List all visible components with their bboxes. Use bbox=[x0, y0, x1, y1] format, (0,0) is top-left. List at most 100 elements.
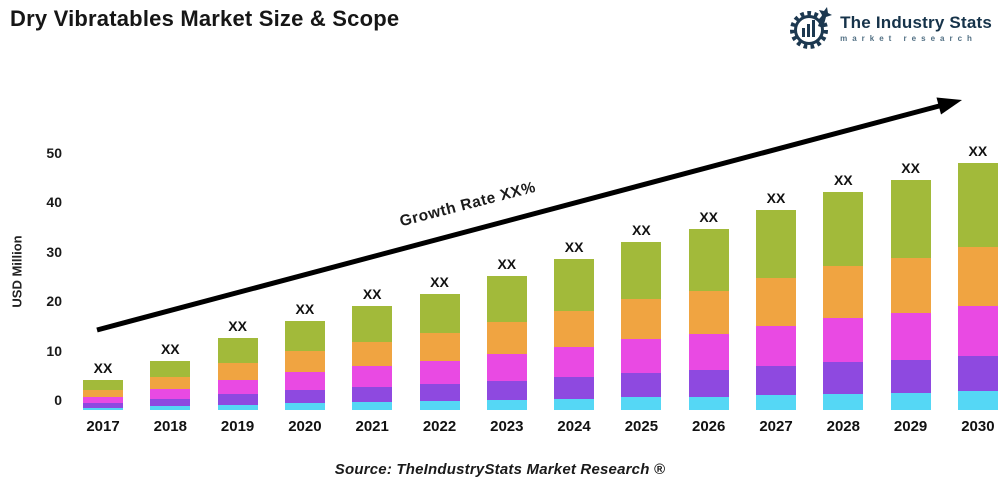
bar-segment-segment-2 bbox=[217, 394, 258, 405]
bar-segment-segment-5-top bbox=[150, 360, 191, 377]
bar-segment-segment-2 bbox=[352, 387, 393, 403]
bar-segment-segment-1-bottom bbox=[621, 397, 662, 410]
x-axis-tick-label: 2028 bbox=[826, 418, 860, 435]
bar-segment-segment-4 bbox=[284, 351, 325, 373]
bar-segment-segment-5-top bbox=[890, 179, 931, 259]
stacked-bar-2024 bbox=[554, 259, 595, 410]
stacked-bar-2021 bbox=[352, 306, 393, 410]
bar-segment-segment-1-bottom bbox=[217, 404, 258, 410]
bar-segment-segment-2 bbox=[419, 384, 460, 402]
bar-segment-segment-3 bbox=[688, 334, 729, 371]
bar-segment-segment-2 bbox=[957, 355, 998, 392]
bar-value-label: XX bbox=[968, 142, 988, 159]
x-axis-tick-label: 2019 bbox=[220, 418, 255, 435]
bar-segment-segment-5-top bbox=[486, 276, 527, 322]
x-axis-tick-label: 2021 bbox=[355, 418, 389, 435]
logo-name: The Industry Stats bbox=[840, 13, 992, 33]
bar-segment-segment-4 bbox=[756, 277, 796, 326]
bar-segment-segment-5-top bbox=[352, 306, 393, 342]
gear-wrench-logo-icon bbox=[788, 6, 834, 52]
y-axis-tick-label: 50 bbox=[46, 144, 62, 161]
bar-segment-segment-3 bbox=[419, 361, 460, 385]
bar-segment-segment-5-top bbox=[688, 229, 729, 291]
bar-segment-segment-4 bbox=[150, 376, 191, 389]
stacked-bar-2025 bbox=[621, 241, 662, 410]
bar-segment-segment-4 bbox=[890, 258, 931, 314]
x-axis-tick-label: 2025 bbox=[624, 418, 659, 435]
bar-segment-segment-5-top bbox=[83, 380, 123, 391]
bar-segment-segment-4 bbox=[688, 290, 729, 335]
bar-segment-segment-3 bbox=[217, 379, 258, 395]
bar-segment-segment-5-top bbox=[756, 209, 796, 278]
bar-segment-segment-1-bottom bbox=[756, 395, 796, 410]
x-axis-tick-label: 2026 bbox=[692, 418, 726, 435]
x-axis-tick-label: 2018 bbox=[153, 418, 187, 435]
stacked-bar-2029 bbox=[890, 179, 931, 410]
x-axis-tick-label: 2017 bbox=[86, 418, 120, 435]
bar-segment-segment-1-bottom bbox=[554, 398, 595, 410]
bar-value-label: XX bbox=[901, 159, 920, 176]
bar-segment-segment-1-bottom bbox=[83, 407, 123, 410]
stacked-bar-2022 bbox=[419, 293, 460, 410]
bar-segment-segment-4 bbox=[554, 310, 595, 347]
bar-segment-segment-1-bottom bbox=[150, 406, 191, 410]
bar-segment-segment-4 bbox=[419, 333, 460, 361]
bar-segment-segment-4 bbox=[486, 321, 527, 355]
bar-segment-segment-1-bottom bbox=[352, 402, 393, 410]
bar-segment-segment-2 bbox=[688, 370, 729, 397]
bar-segment-segment-1-bottom bbox=[486, 400, 527, 410]
logo-text: The Industry Stats market research bbox=[840, 14, 992, 43]
source-attribution: Source: TheIndustryStats Market Research… bbox=[334, 461, 666, 478]
bar-segment-segment-1-bottom bbox=[890, 392, 931, 410]
bar-value-label: XX bbox=[228, 318, 247, 335]
x-axis-tick-label: 2029 bbox=[893, 418, 928, 435]
bar-segment-segment-5-top bbox=[957, 162, 998, 247]
bar-value-label: XX bbox=[362, 286, 382, 303]
bar-segment-segment-3 bbox=[957, 306, 998, 356]
bar-value-label: XX bbox=[160, 340, 180, 357]
bar-segment-segment-2 bbox=[890, 359, 931, 393]
bar-value-label: XX bbox=[632, 221, 651, 238]
bar-segment-segment-2 bbox=[486, 380, 527, 401]
y-axis-tick-label: 0 bbox=[54, 392, 62, 408]
stacked-bar-2019 bbox=[217, 338, 258, 410]
stacked-bar-2020 bbox=[284, 320, 325, 410]
y-axis-tick-label: 20 bbox=[46, 293, 62, 309]
bar-segment-segment-4 bbox=[352, 341, 393, 367]
bar-value-label: XX bbox=[766, 189, 786, 206]
bar-segment-segment-5-top bbox=[217, 338, 258, 363]
industry-stats-logo: The Industry Stats market research bbox=[788, 6, 992, 52]
bar-segment-segment-2 bbox=[621, 372, 662, 398]
bar-segment-segment-3 bbox=[621, 339, 662, 373]
stacked-bar-2030 bbox=[957, 162, 998, 410]
bar-segment-segment-4 bbox=[823, 265, 864, 319]
y-axis-tick-label: 10 bbox=[46, 342, 62, 359]
logo-subtitle: market research bbox=[840, 34, 977, 44]
x-axis-tick-label: 2022 bbox=[422, 418, 457, 435]
bar-segment-segment-5-top bbox=[621, 241, 662, 299]
bar-segment-segment-1-bottom bbox=[957, 391, 998, 410]
bar-value-label: XX bbox=[833, 172, 853, 189]
x-axis-tick-label: 2027 bbox=[759, 418, 793, 435]
stacked-bar-2023 bbox=[486, 276, 527, 410]
bar-segment-segment-5-top bbox=[284, 320, 325, 352]
bar-segment-segment-1-bottom bbox=[823, 393, 864, 410]
bar-value-label: XX bbox=[295, 300, 315, 317]
bar-segment-segment-1-bottom bbox=[419, 401, 460, 410]
bar-segment-segment-4 bbox=[217, 362, 258, 380]
y-axis-tick-label: 40 bbox=[46, 194, 62, 210]
stacked-bar-2018 bbox=[150, 360, 191, 410]
bar-segment-segment-3 bbox=[890, 313, 931, 360]
bar-segment-segment-3 bbox=[756, 325, 796, 366]
bar-value-label: XX bbox=[93, 360, 113, 377]
page-title: Dry Vibratables Market Size & Scope bbox=[10, 6, 400, 31]
bar-segment-segment-1-bottom bbox=[688, 396, 729, 410]
bar-value-label: XX bbox=[497, 256, 517, 273]
bar-value-label: XX bbox=[564, 239, 584, 256]
bar-segment-segment-2 bbox=[823, 361, 864, 394]
bar-value-label: XX bbox=[699, 209, 719, 226]
bar-segment-segment-3 bbox=[352, 366, 393, 388]
